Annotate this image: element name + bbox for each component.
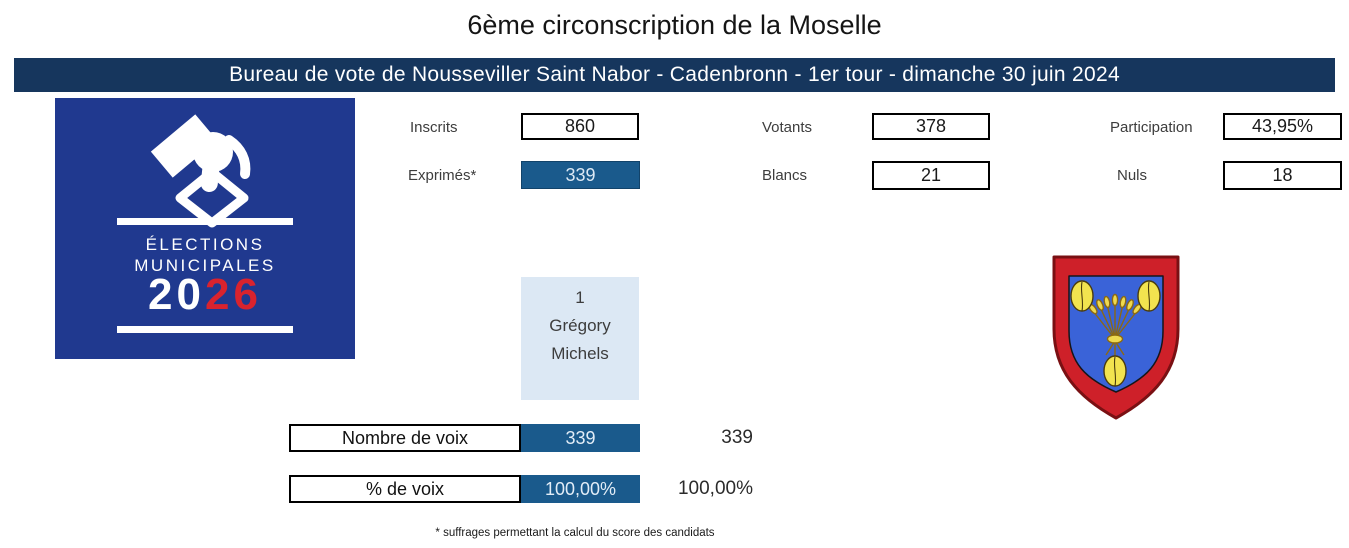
elections-municipales-logo: ÉLECTIONS MUNICIPALES 2026 <box>55 98 355 359</box>
inscrits-label: Inscrits <box>410 119 458 136</box>
ballot-hand-icon <box>150 114 251 228</box>
logo-year-20: 20 <box>148 270 205 319</box>
candidate-first-name: Grégory <box>549 316 611 335</box>
pct-total: 100,00% <box>677 478 753 499</box>
candidate-number: 1 <box>575 288 585 307</box>
nuls-value-cell[interactable]: 18 <box>1223 161 1342 190</box>
participation-value-cell[interactable]: 43,95% <box>1223 113 1342 140</box>
bureau-banner: Bureau de vote de Nousseviller Saint Nab… <box>14 58 1335 92</box>
footnote: * suffrages permettant la calcul du scor… <box>435 527 715 539</box>
candidate-last-name: Michels <box>551 344 609 363</box>
page-title: 6ème circonscription de la Moselle <box>467 10 882 40</box>
voix-total: 339 <box>721 427 753 448</box>
inscrits-value-cell[interactable]: 860 <box>521 113 639 140</box>
votants-label: Votants <box>762 119 813 136</box>
exprimes-label: Exprimés* <box>408 167 477 184</box>
blancs-label: Blancs <box>762 167 808 184</box>
logo-line1: ÉLECTIONS <box>145 235 265 254</box>
pct-value-cell[interactable]: 100,00% <box>521 475 640 503</box>
voix-value-cell[interactable]: 339 <box>521 424 640 452</box>
blancs-value-cell[interactable]: 21 <box>872 161 990 190</box>
nuls-label: Nuls <box>1117 167 1148 184</box>
logo-year-26: 26 <box>205 270 262 319</box>
ballot-slot-bar <box>117 218 293 225</box>
logo-base-bar <box>117 326 293 333</box>
coat-of-arms <box>1052 255 1180 420</box>
logo-line2: MUNICIPALES <box>134 256 276 275</box>
voix-row-label: Nombre de voix <box>289 424 521 452</box>
candidate-header-cell[interactable]: 1 Grégory Michels <box>521 277 639 400</box>
logo-year: 2026 <box>55 272 355 318</box>
pct-row-label: % de voix <box>289 475 521 503</box>
exprimes-value-cell[interactable]: 339 <box>521 161 640 189</box>
participation-label: Participation <box>1110 119 1193 136</box>
votants-value-cell[interactable]: 378 <box>872 113 990 140</box>
